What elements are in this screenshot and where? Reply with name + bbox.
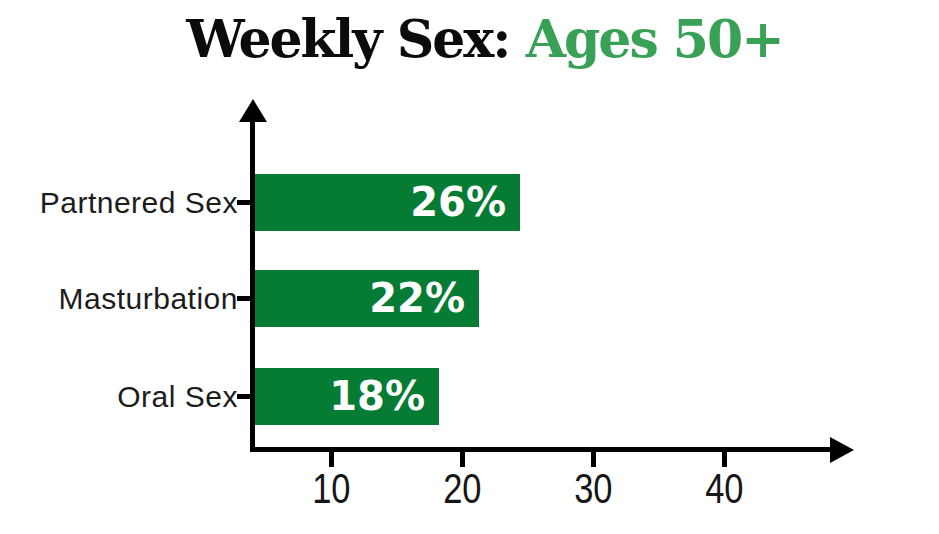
x-axis-tick-label: 40 [679,466,769,512]
bar-value-label: 18% [329,368,425,425]
x-axis-tick-label: 30 [548,466,638,512]
x-axis-line [250,447,832,452]
bar-oral-sex: 18% [255,368,439,425]
x-axis-tick-label-text: 20 [443,466,481,512]
x-axis-tick-label-text: 10 [312,466,350,512]
bar-masturbation: 22% [255,270,479,327]
x-axis-arrow-icon [830,437,854,463]
title-main: Weekly Sex: [186,8,509,69]
y-axis-arrow-icon [239,99,267,122]
bar-value-label: 22% [369,270,465,327]
y-axis-tick [237,200,253,205]
y-axis-tick [237,296,253,301]
category-label: Masturbation [0,270,238,327]
title-accent: Ages 50+ [526,8,783,69]
y-axis-tick [237,394,253,399]
category-label: Partnered Sex [0,174,238,231]
bar-value-label: 26% [410,174,506,231]
bar-partnered-sex: 26% [255,174,520,231]
title-spacer [510,8,526,69]
category-label: Oral Sex [0,368,238,425]
x-axis-tick-label: 20 [417,466,507,512]
x-axis-tick-label-text: 30 [574,466,612,512]
chart-title: Weekly Sex: Ages 50+ [0,2,939,76]
x-axis-tick-label-text: 40 [705,466,743,512]
x-axis-tick-label: 10 [286,466,376,512]
chart: Weekly Sex: Ages 50+ 26% Partnered Sex 22%… [0,0,939,534]
